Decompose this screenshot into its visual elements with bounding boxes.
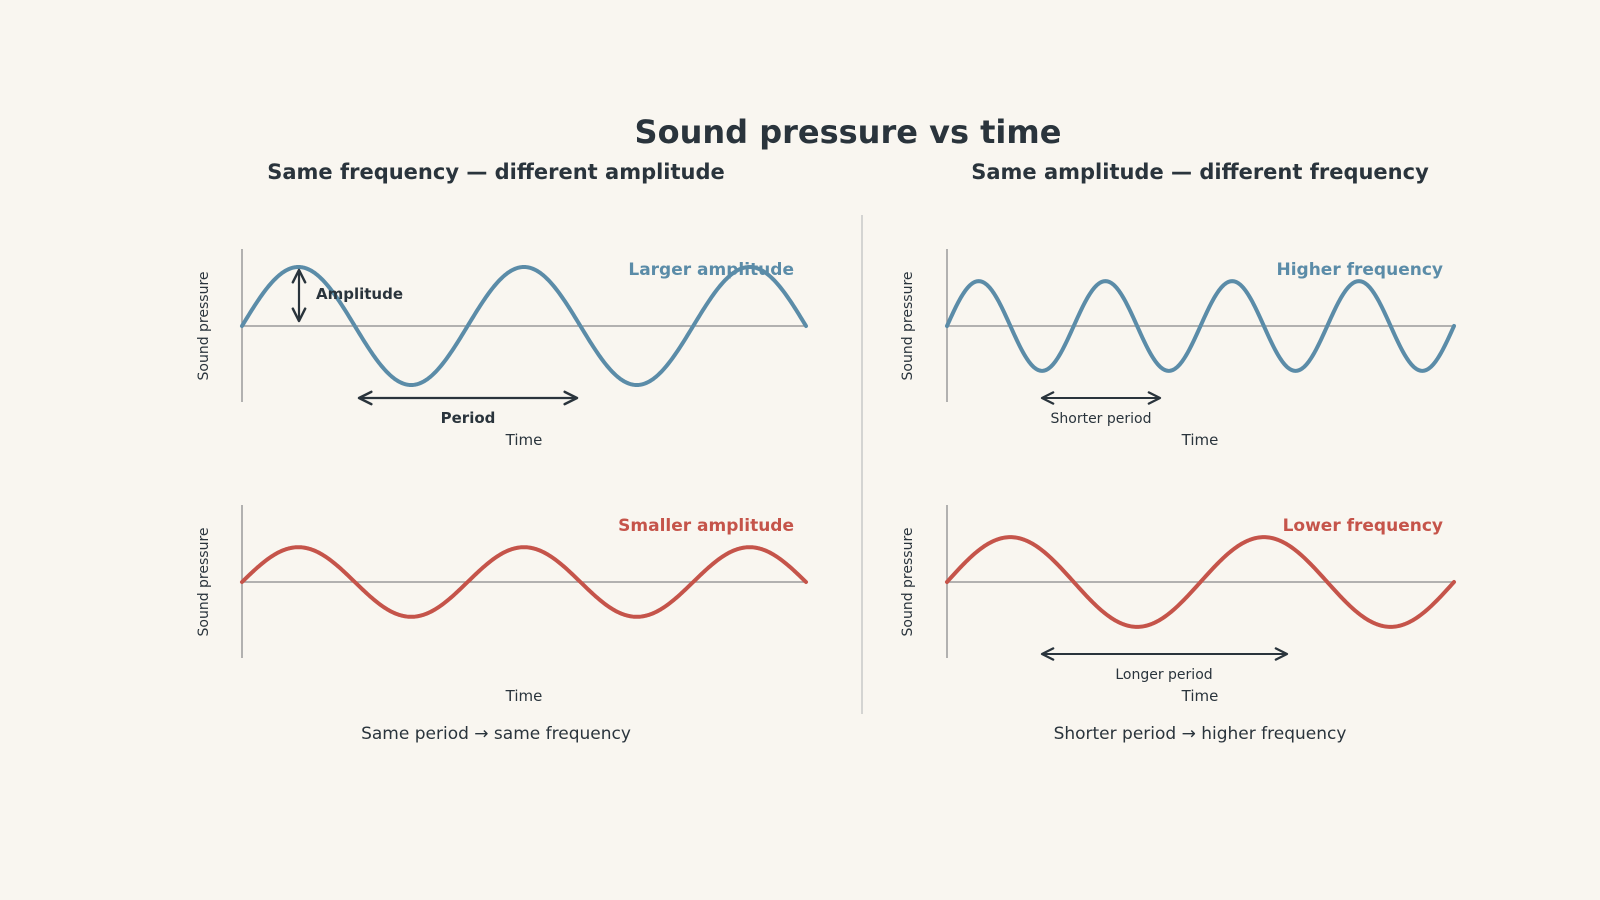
shorter-period-label: Shorter period	[1051, 411, 1152, 427]
panel-label: Lower frequency	[1283, 516, 1443, 536]
right-column-heading: Same amplitude — different frequency	[971, 160, 1429, 184]
x-axis-label: Time	[1181, 687, 1219, 705]
right-caption: Shorter period → higher frequency	[1054, 724, 1347, 744]
left-caption: Same period → same frequency	[361, 724, 631, 744]
sine-wave	[945, 535, 1456, 629]
diagram-title: Sound pressure vs time	[635, 113, 1062, 151]
y-axis-label: Sound pressure	[196, 271, 212, 380]
y-axis-label: Sound pressure	[196, 527, 212, 636]
longer-period-label: Longer period	[1115, 667, 1212, 683]
period-label: Period	[441, 409, 496, 427]
x-axis-label: Time	[1181, 431, 1219, 449]
panel-smaller-amplitude: Smaller amplitude Sound pressure Time	[196, 505, 808, 705]
panel-higher-frequency: Higher frequency Sound pressure Time Sho…	[900, 249, 1456, 449]
panel-label: Higher frequency	[1276, 260, 1443, 280]
x-axis-label: Time	[505, 431, 543, 449]
amplitude-label: Amplitude	[316, 285, 403, 303]
sine-wave	[240, 265, 808, 387]
x-axis-label: Time	[505, 687, 543, 705]
panel-lower-frequency: Lower frequency Sound pressure Time Long…	[900, 505, 1456, 705]
y-axis-label: Sound pressure	[900, 271, 916, 380]
left-column-heading: Same frequency — different amplitude	[267, 160, 725, 184]
sine-wave	[945, 279, 1456, 373]
panel-label: Larger amplitude	[628, 260, 794, 280]
y-axis-label: Sound pressure	[900, 527, 916, 636]
sine-wave	[240, 545, 808, 619]
panel-larger-amplitude: Larger amplitude Sound pressure Time Amp…	[196, 249, 808, 449]
panel-label: Smaller amplitude	[618, 516, 794, 536]
